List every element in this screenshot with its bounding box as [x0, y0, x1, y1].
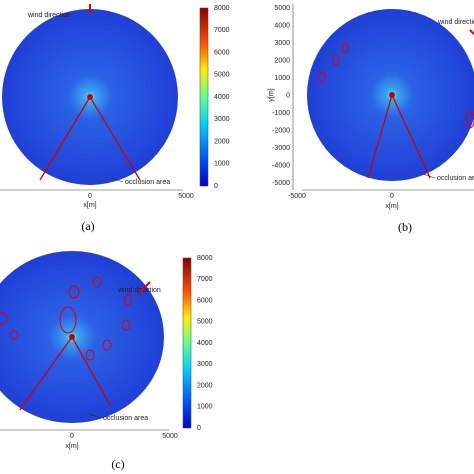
panel-label: (c) [111, 457, 124, 471]
annotation-pointer [110, 177, 124, 183]
y-tick-label: 1000 [274, 75, 290, 82]
annotation: wind direction [27, 12, 71, 19]
highlight-ellipse [85, 349, 95, 361]
y-tick-label: 0 [286, 92, 290, 99]
x-tick-label: -5000 [288, 193, 306, 200]
occlusion-line [19, 336, 73, 411]
y-tick-label: -5000 [272, 180, 290, 187]
y-tick-label: 2000 [274, 57, 290, 64]
colorbar-label: 7000 [214, 27, 230, 34]
colorbar-label: 5000 [197, 319, 213, 326]
colorbar-label: 1000 [197, 404, 213, 411]
x-tick-label: 0 [70, 433, 74, 440]
x-tick-label: 0 [390, 193, 394, 200]
panel: 0 5000 x[m] 8000 7000 6000 5000 4000 3000 2000 100… [0, 251, 213, 471]
highlight-ellipse [68, 285, 80, 299]
colorbar-label: 1000 [214, 161, 230, 168]
wind-arrow [469, 29, 474, 36]
colorbar-label: 0 [214, 183, 218, 190]
colorbar-label: 5000 [214, 72, 230, 79]
colorbar-label: 0 [197, 425, 201, 432]
colorbar-label: 7000 [197, 276, 213, 283]
occlusion-line [391, 94, 431, 179]
colorbar-label: 2000 [197, 382, 213, 389]
wind-arrow [137, 281, 151, 295]
colorbar [199, 7, 209, 187]
colorbar-label: 8000 [214, 5, 230, 12]
annotation: wind direction [117, 287, 161, 294]
occlusion-line [39, 96, 91, 181]
annotation-pointer [422, 173, 436, 179]
y-tick-label: -1000 [272, 110, 290, 117]
colorbar-label: 4000 [214, 94, 230, 101]
highlight-ellipse [465, 111, 474, 129]
y-tick-label: -2000 [272, 127, 290, 134]
occlusion-line [367, 94, 393, 179]
colorbar-label: 2000 [214, 138, 230, 145]
x-tick-label: 5000 [162, 433, 178, 440]
y-tick-label: 3000 [274, 40, 290, 47]
panel: 0 5000 x[m] 8000 7000 6000 5000 4000 3000 2000 100… [0, 4, 230, 233]
colorbar-label: 8000 [197, 255, 213, 262]
annotation: occlusion area [103, 415, 148, 422]
panel: -5000 0 x[m] 5000 4000 3000 2000 1000 0 -1000 -200… [268, 4, 474, 234]
highlight-ellipse [332, 54, 340, 66]
annotation: wind direction [437, 19, 474, 26]
colorbar-label: 6000 [197, 297, 213, 304]
radar-disk [0, 251, 164, 423]
colorbar-label: 3000 [214, 116, 230, 123]
panel-label: (a) [81, 219, 94, 233]
panel-label: (b) [398, 220, 412, 234]
highlight-ellipse [102, 339, 112, 351]
colorbar-label: 3000 [197, 361, 213, 368]
y-tick-label: -3000 [272, 145, 290, 152]
x-tick-label: 5000 [178, 193, 194, 200]
y-tick-label: 5000 [274, 5, 290, 12]
y-tick-label: 4000 [274, 22, 290, 29]
highlight-ellipse [318, 71, 326, 83]
annotation: occlusion area [125, 179, 170, 186]
y-tick-label: -4000 [272, 162, 290, 169]
highlight-ellipse [9, 330, 19, 340]
x-tick-label: 0 [88, 193, 92, 200]
highlight-ellipse [0, 311, 8, 325]
highlight-ellipse [59, 306, 77, 334]
colorbar [182, 257, 192, 429]
highlight-ellipse [341, 42, 349, 54]
x-axis-label: x[m] [65, 443, 78, 450]
highlight-ellipse [121, 319, 131, 331]
y-axis-label: y[m] [268, 88, 275, 101]
highlight-ellipse [92, 276, 102, 288]
annotation-pointer [88, 413, 102, 419]
occlusion-line [89, 96, 141, 181]
colorbar-label: 4000 [197, 340, 213, 347]
annotation: occlusion area [437, 175, 474, 182]
x-axis-label: x[m] [385, 203, 398, 210]
occlusion-line [71, 336, 111, 406]
highlight-ellipse [123, 294, 133, 306]
x-axis-label: x[m] [83, 202, 96, 209]
colorbar-label: 6000 [214, 49, 230, 56]
